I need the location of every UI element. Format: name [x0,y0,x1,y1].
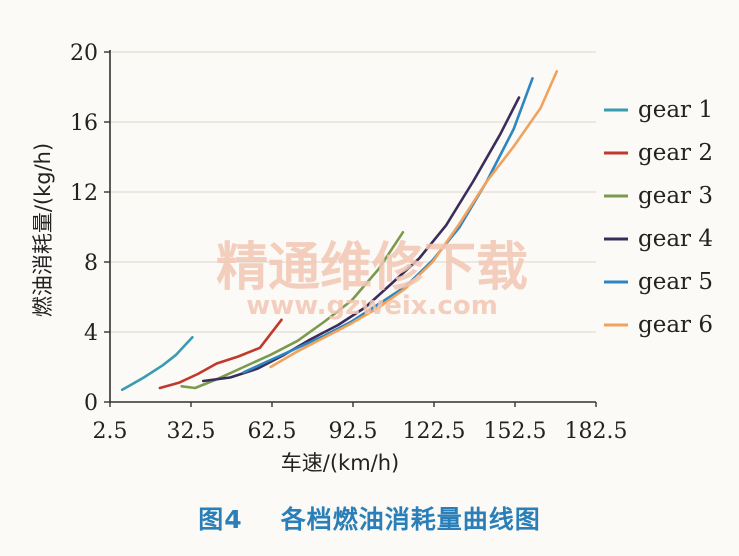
x-tick-label: 182.5 [565,419,628,444]
series-lines [120,70,559,392]
series-line-gear-2 [158,318,283,390]
legend-label: gear 6 [638,312,713,338]
watermark-text: 精通维修下载 [216,238,528,298]
figure-title: 各档燃油消耗量曲线图 [280,505,541,534]
x-tick-labels: 2.5 32.5 62.5 92.5 122.5 152.5 182.5 [93,402,628,444]
watermark-url: www.gzweix.com [246,291,498,321]
legend-label: gear 5 [638,269,713,295]
legend-label: gear 4 [638,226,713,252]
y-tick-label: 8 [84,251,98,276]
series-line-gear-1 [120,335,194,392]
figure-label: 图4 [198,505,243,534]
fuel-consumption-chart: 0 4 8 12 16 20 2.5 32.5 62.5 92.5 122.5 152.5 182.5… [31,41,713,475]
figure-caption: 图4 各档燃油消耗量曲线图 [0,500,739,536]
y-tick-label: 4 [84,321,98,346]
y-tick-label: 0 [84,391,98,416]
x-tick-label: 122.5 [403,419,466,444]
x-tick-label: 2.5 [93,419,128,444]
legend-label: gear 3 [638,183,713,209]
y-tick-label: 20 [70,41,98,66]
x-axis-label: 车速/(km/h) [281,451,399,475]
series-line-gear-6 [269,70,559,369]
y-tick-labels: 0 4 8 12 16 20 [70,41,110,416]
series-line-gear-5 [242,77,534,374]
x-tick-label: 62.5 [248,419,297,444]
x-tick-label: 32.5 [167,419,216,444]
legend-label: gear 1 [638,97,713,123]
y-tick-label: 16 [70,111,98,136]
x-tick-label: 92.5 [329,419,378,444]
legend: gear 1 gear 2 gear 3 gear 4 gear 5 gear 6 [604,97,713,338]
watermark: 精通维修下载 www.gzweix.com [216,238,528,321]
legend-label: gear 2 [638,140,713,166]
x-tick-label: 152.5 [484,419,547,444]
series-line-gear-3 [180,231,405,390]
y-axis-label: 燃油消耗量/(kg/h) [31,143,55,317]
y-tick-label: 12 [70,181,98,206]
series-line-gear-4 [201,96,521,383]
